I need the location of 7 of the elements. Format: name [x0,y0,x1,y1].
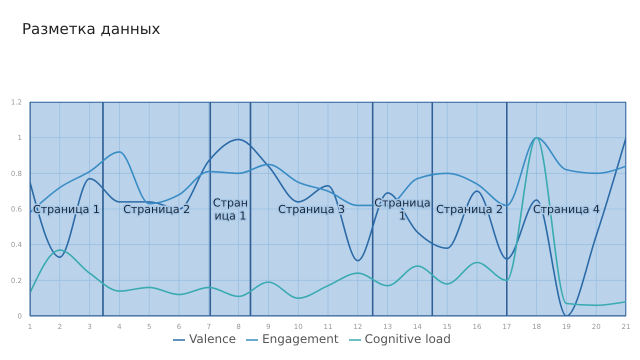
chart-title: Разметка данных [21,19,162,40]
line-series [30,136,626,214]
legend-label: Engagement [262,332,339,346]
band-label: Страница 1 [212,196,248,222]
legend-label: Cognitive load [364,332,451,346]
legend-label: Valence [189,332,236,346]
band-label: Страница 2 [123,202,190,216]
